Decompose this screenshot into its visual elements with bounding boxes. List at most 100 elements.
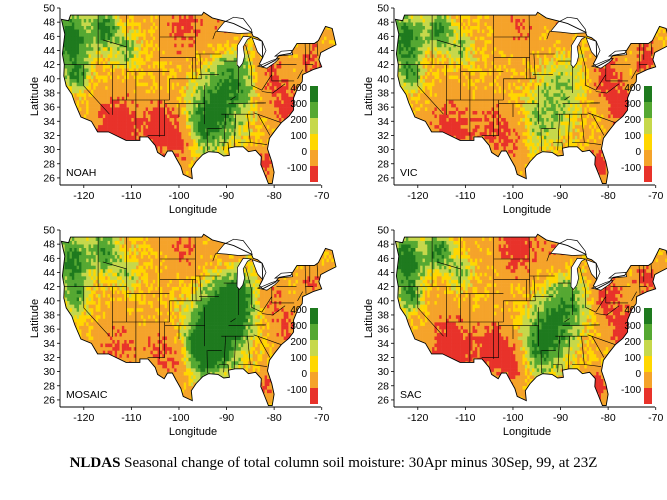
legend-label: 0	[301, 147, 307, 158]
legend-label: 200	[290, 115, 307, 126]
y-tick-label: 26	[43, 394, 55, 406]
legend-swatch	[644, 372, 652, 388]
y-tick-label: 38	[43, 309, 55, 321]
y-tick-label: 30	[377, 144, 389, 156]
y-axis-title: Latitude	[29, 299, 41, 338]
legend-label: 400	[624, 305, 641, 316]
map-svg-vic: 26 28 30 32 34 36 38 40 42 44 46 48 50 -120 -110 -100 -9…	[363, 3, 667, 216]
x-tick-label: -120	[407, 412, 428, 424]
y-tick-label: 46	[377, 253, 389, 265]
legend-label: -100	[287, 163, 307, 174]
legend-swatch	[310, 388, 318, 404]
legend-label: -100	[621, 385, 641, 396]
map-panel-noah: 26 28 30 32 34 36 38 40 42 44 46 48 50 -120 -110 -100 -9…	[0, 0, 337, 220]
x-tick-label: -110	[121, 412, 141, 424]
legend-label: 300	[624, 99, 641, 110]
model-label-vic: VIC	[400, 167, 418, 179]
x-tick-label: -100	[502, 190, 523, 202]
legend-label: 200	[290, 337, 307, 348]
y-tick-label: 28	[43, 380, 55, 392]
legend-swatch	[644, 102, 652, 118]
legend-swatch	[310, 324, 318, 340]
conus-outline	[60, 11, 337, 185]
legend-label: 400	[290, 83, 307, 94]
y-tick-label: 26	[377, 172, 389, 184]
legend-label: 300	[290, 99, 307, 110]
y-axis-title: Latitude	[363, 299, 375, 338]
legend-colorbar: 400 300 200 100 0 -100	[621, 83, 652, 182]
y-tick-label: 40	[377, 295, 389, 307]
x-axis-title: Longitude	[503, 204, 551, 216]
legend-swatch	[310, 166, 318, 182]
great-lake	[236, 35, 253, 69]
legend-swatch	[310, 150, 318, 166]
x-tick-label: -110	[455, 412, 475, 424]
y-tick-label: 50	[377, 225, 389, 237]
y-tick-label: 50	[43, 225, 55, 237]
state-boundaries	[397, 15, 653, 152]
map-svg-sac: 26 28 30 32 34 36 38 40 42 44 46 48 50 -120 -110 -100 -9…	[363, 225, 667, 438]
great-lake	[549, 16, 587, 34]
legend-swatch	[310, 340, 318, 356]
y-tick-label: 38	[377, 87, 389, 99]
legend-swatch	[310, 356, 318, 372]
legend-label: 100	[290, 131, 307, 142]
legend-label: 300	[290, 321, 307, 332]
legend-swatch	[644, 166, 652, 182]
x-tick-label: -70	[314, 190, 329, 202]
legend-swatch	[644, 340, 652, 356]
y-tick-label: 42	[43, 281, 55, 293]
map-panel-mosaic: 26 28 30 32 34 36 38 40 42 44 46 48 50 -120 -110 -100 -9…	[0, 222, 337, 442]
legend-label: 100	[290, 353, 307, 364]
great-lake	[273, 50, 294, 57]
x-tick-label: -100	[168, 412, 189, 424]
legend-label: 100	[624, 131, 641, 142]
x-tick-label: -90	[553, 190, 568, 202]
map-panel-vic: 26 28 30 32 34 36 38 40 42 44 46 48 50 -120 -110 -100 -9…	[334, 0, 667, 220]
y-tick-label: 48	[43, 239, 55, 251]
y-tick-label: 36	[43, 324, 55, 336]
y-tick-label: 50	[377, 3, 389, 15]
x-axis-title: Longitude	[169, 426, 217, 438]
y-tick-label: 44	[43, 267, 55, 279]
x-tick-label: -120	[73, 412, 94, 424]
legend-colorbar: 400 300 200 100 0 -100	[287, 83, 318, 182]
y-tick-label: 36	[43, 102, 55, 114]
map-svg-mosaic: 26 28 30 32 34 36 38 40 42 44 46 48 50 -120 -110 -100 -9…	[29, 225, 337, 438]
y-tick-label: 46	[377, 31, 389, 43]
legend-swatch	[644, 356, 652, 372]
x-tick-label: -120	[73, 190, 94, 202]
conus-outline	[394, 233, 667, 407]
legend-swatch	[644, 150, 652, 166]
map-panel-sac: 26 28 30 32 34 36 38 40 42 44 46 48 50 -120 -110 -100 -9…	[334, 222, 667, 442]
y-tick-label: 32	[43, 352, 55, 364]
y-tick-label: 38	[43, 87, 55, 99]
model-label-noah: NOAH	[66, 167, 96, 179]
legend-colorbar: 400 300 200 100 0 -100	[621, 305, 652, 404]
y-tick-label: 30	[43, 144, 55, 156]
y-tick-label: 48	[377, 17, 389, 29]
y-tick-label: 32	[43, 130, 55, 142]
x-tick-label: -70	[648, 412, 663, 424]
legend-label: 0	[301, 369, 307, 380]
y-tick-label: 32	[377, 352, 389, 364]
y-tick-label: 48	[43, 17, 55, 29]
y-tick-label: 42	[43, 59, 55, 71]
x-tick-label: -80	[267, 412, 282, 424]
y-tick-label: 30	[377, 366, 389, 378]
conus-outline	[394, 11, 667, 185]
legend-label: 0	[635, 369, 641, 380]
y-tick-label: 40	[377, 73, 389, 85]
y-tick-label: 30	[43, 366, 55, 378]
legend-swatch	[310, 134, 318, 150]
great-lake	[607, 50, 628, 57]
conus-outline	[60, 233, 337, 407]
x-tick-label: -90	[553, 412, 568, 424]
map-svg-noah: 26 28 30 32 34 36 38 40 42 44 46 48 50 -120 -110 -100 -9…	[29, 3, 337, 216]
state-boundaries	[63, 237, 319, 374]
y-tick-label: 44	[377, 267, 389, 279]
x-tick-label: -80	[267, 190, 282, 202]
y-tick-label: 32	[377, 130, 389, 142]
great-lake	[215, 16, 253, 34]
caption-text: Seasonal change of total column soil moi…	[120, 455, 597, 471]
